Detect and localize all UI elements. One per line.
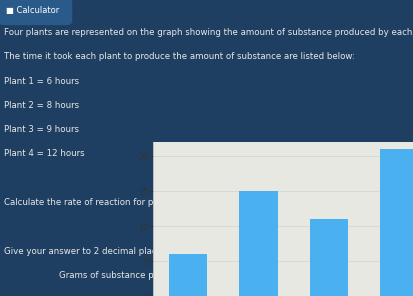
Bar — [169, 254, 207, 296]
Text: Grams of substance produced: Grams of substance produced — [4, 271, 189, 280]
Bar — [310, 219, 349, 296]
Text: Give your answer to 2 decimal places.: Give your answer to 2 decimal places. — [4, 247, 169, 255]
Text: Four plants are represented on the graph showing the amount of substance produce: Four plants are represented on the graph… — [4, 28, 413, 37]
Text: Plant 1 = 6 hours: Plant 1 = 6 hours — [4, 77, 79, 86]
Bar — [380, 149, 413, 296]
FancyBboxPatch shape — [0, 0, 72, 25]
Text: Plant 3 = 9 hours: Plant 3 = 9 hours — [4, 125, 79, 134]
Bar — [239, 191, 278, 296]
Text: Plant 4 = 12 hours: Plant 4 = 12 hours — [4, 149, 85, 158]
Text: Calculate the rate of reaction for plant 1.: Calculate the rate of reaction for plant… — [4, 198, 181, 207]
Text: ■ Calculator: ■ Calculator — [6, 7, 59, 15]
Text: The time it took each plant to produce the amount of substance are listed below:: The time it took each plant to produce t… — [4, 52, 355, 61]
Text: Plant 2 = 8 hours: Plant 2 = 8 hours — [4, 101, 79, 110]
